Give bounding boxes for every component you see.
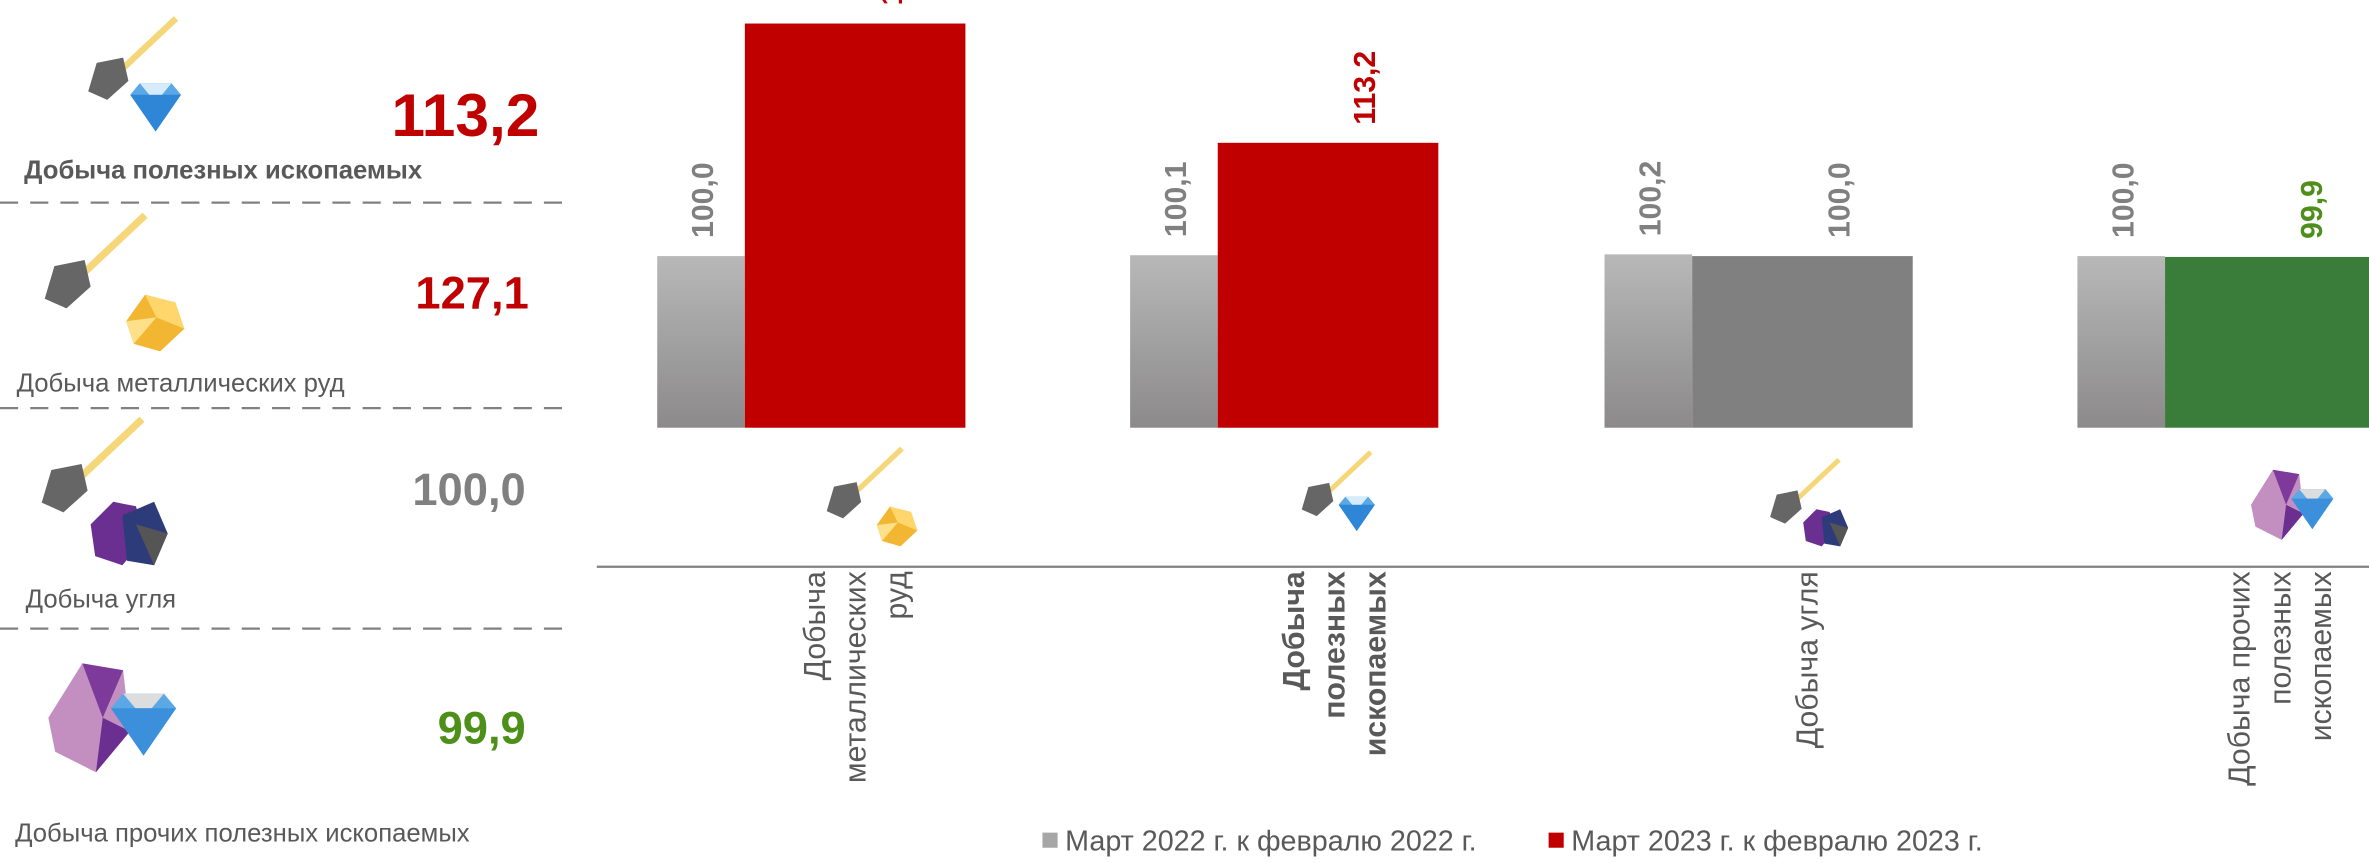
bar <box>657 256 745 428</box>
value-label: 99,9 <box>2296 180 2329 239</box>
category-wrap: Добыча металлических руд <box>766 571 947 835</box>
bar <box>2165 256 2369 428</box>
x-tick-label: Добыча угля <box>1791 571 1825 749</box>
value-label: 100,0 <box>687 162 720 238</box>
legend-swatch <box>1548 832 1564 848</box>
panel-label: Добыча прочих полезных ископаемых <box>15 820 470 848</box>
value-label: 100,0 <box>1823 162 1856 238</box>
bar <box>1604 254 1693 428</box>
legend-label: Март 2023 г. к февралю 2023 г. <box>1571 826 1982 858</box>
icon-diamond <box>130 83 181 132</box>
category-wrap: Добыча полезных ископаемых <box>1245 571 1426 835</box>
category-label-box: Добыча угля <box>1718 571 1899 835</box>
category-label-box: Добыча металлических руд <box>766 571 947 835</box>
value-label: 100,1 <box>1160 162 1193 238</box>
panel-label: Добыча металлических руд <box>17 369 345 397</box>
value-label: 113,2 <box>1349 51 1382 125</box>
icon-shovel <box>45 215 145 308</box>
panel-value: 127,1 <box>415 267 528 318</box>
category-label-box: Добыча прочих полезных ископаемых <box>2191 571 2369 835</box>
panel-value: 100,0 <box>412 464 525 515</box>
icon-coal <box>1803 509 1849 547</box>
panel-value: 113,2 <box>391 81 539 149</box>
panel-value: 99,9 <box>438 702 526 753</box>
panel-label: Добыча угля <box>26 586 176 614</box>
category-wrap: Добыча прочих полезных ископаемых <box>2191 571 2369 835</box>
icon-gems <box>48 663 177 773</box>
legend-label: Март 2022 г. к февралю 2022 г. <box>1065 826 1476 858</box>
bar <box>2077 256 2166 428</box>
value-label: 100,0 <box>2107 162 2140 238</box>
icon-diamond <box>1338 496 1375 532</box>
icon-shovel <box>42 419 142 512</box>
legend-swatch <box>1042 832 1058 848</box>
x-tick-label: Добыча полезных ископаемых <box>1277 571 1393 757</box>
panel-label: Добыча полезных ископаемых <box>24 156 423 184</box>
value-label: 127,1 <box>876 0 909 5</box>
x-tick-label: Добыча металлических руд <box>798 571 914 784</box>
category-wrap: Добыча угля <box>1718 571 1899 835</box>
x-tick-label: Добыча прочих полезных ископаемых <box>2223 571 2339 786</box>
category-label-box: Добыча полезных ископаемых <box>1245 571 1426 835</box>
icon-coal <box>90 501 168 566</box>
bar <box>1692 256 1913 428</box>
bar <box>1130 255 1218 428</box>
icon-gems <box>2251 469 2334 540</box>
icon-ore <box>876 506 918 547</box>
bar <box>744 23 966 428</box>
icon-ore <box>126 294 185 352</box>
bar <box>1217 142 1439 428</box>
value-label: 100,2 <box>1634 161 1667 237</box>
